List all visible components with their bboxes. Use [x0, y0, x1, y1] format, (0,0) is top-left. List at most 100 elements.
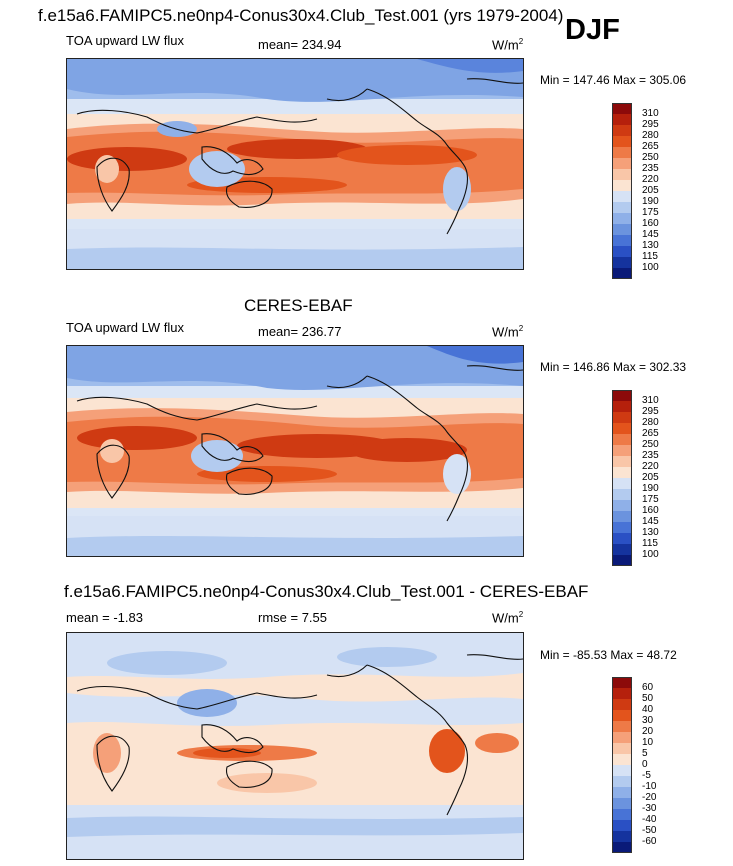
colorbar-tick-label: 235 [642, 450, 659, 461]
colorbar-tick-label: 145 [642, 516, 659, 527]
colorbar-swatch [612, 180, 632, 191]
panel2-variable: TOA upward LW flux [66, 320, 185, 335]
colorbar-tick-label: 40 [642, 704, 654, 715]
colorbar-swatch [612, 423, 632, 434]
colorbar-tick-label: -30 [642, 803, 657, 814]
colorbar-tick-label: 115 [642, 538, 658, 549]
colorbar-swatch [612, 147, 632, 158]
colorbar-swatch [612, 809, 632, 820]
panel3-map-svg [67, 633, 523, 859]
colorbar-swatch [612, 754, 632, 765]
colorbar-tick-label: 145 [642, 229, 659, 240]
colorbar-tick-label: 50 [642, 693, 654, 704]
panel1-variable: TOA upward LW flux [66, 33, 185, 48]
colorbar-swatch [612, 787, 632, 798]
colorbar-swatch [612, 710, 632, 721]
colorbar-tick-label: 205 [642, 185, 659, 196]
colorbar-tick-label: 190 [642, 196, 659, 207]
colorbar-swatch [612, 467, 632, 478]
panel1-map [66, 58, 524, 270]
colorbar-tick-label: 100 [642, 262, 659, 273]
colorbar-tick-label: 20 [642, 726, 654, 737]
colorbar-tick-label: 220 [642, 174, 659, 185]
colorbar-swatch [612, 213, 632, 224]
colorbar-tick-label: -40 [642, 814, 657, 825]
colorbar-tick-label: 280 [642, 417, 659, 428]
colorbar-tick-label: 295 [642, 406, 659, 417]
colorbar-swatch [612, 842, 632, 853]
colorbar-swatch [612, 158, 632, 169]
colorbar-swatch [612, 798, 632, 809]
colorbar-tick-label: 5 [642, 748, 648, 759]
colorbar-tick-label: 30 [642, 715, 654, 726]
colorbar-tick-label: 10 [642, 737, 654, 748]
colorbar-tick-label: -10 [642, 781, 657, 792]
panel2-title: CERES-EBAF [244, 296, 353, 315]
panel3-rmse: rmse = 7.55 [258, 610, 328, 625]
colorbar-swatch [612, 765, 632, 776]
colorbar-tick-label: 250 [642, 439, 659, 450]
colorbar-swatch [612, 831, 632, 842]
colorbar-swatch [612, 511, 632, 522]
colorbar-swatch [612, 412, 632, 423]
colorbar-swatch [612, 544, 632, 555]
colorbar-swatch [612, 555, 632, 566]
colorbar-swatch [612, 500, 632, 511]
colorbar-swatch [612, 732, 632, 743]
colorbar-tick-label: 295 [642, 119, 659, 130]
colorbar-tick-label: 130 [642, 240, 659, 251]
colorbar-swatch [612, 390, 632, 401]
panel1-units: W/m2 [492, 37, 524, 53]
colorbar-swatch [612, 478, 632, 489]
panel3-minmax: Min = -85.53 Max = 48.72 [540, 648, 677, 662]
colorbar-tick-label: 160 [642, 505, 659, 516]
colorbar-swatch [612, 445, 632, 456]
colorbar-tick-label: 175 [642, 207, 659, 218]
panel3-title: f.e15a6.FAMIPC5.ne0np4-Conus30x4.Club_Te… [64, 582, 589, 601]
colorbar-swatch [612, 224, 632, 235]
colorbar-tick-label: 160 [642, 218, 659, 229]
colorbar-swatch [612, 533, 632, 544]
panel2-mean: mean= 236.77 [258, 324, 342, 339]
colorbar-tick-label: 310 [642, 108, 659, 119]
colorbar-swatch [612, 268, 632, 279]
colorbar-swatch [612, 136, 632, 147]
colorbar-tick-label: -5 [642, 770, 651, 781]
panel1-mean: mean= 234.94 [258, 37, 342, 52]
panel2-minmax: Min = 146.86 Max = 302.33 [540, 360, 687, 374]
colorbar-swatch [612, 257, 632, 268]
season-label: DJF [565, 14, 620, 46]
colorbar-tick-label: -60 [642, 836, 657, 847]
colorbar-tick-label: 60 [642, 682, 654, 693]
colorbar-swatch [612, 688, 632, 699]
colorbar-swatch [612, 776, 632, 787]
colorbar-swatch [612, 489, 632, 500]
colorbar-swatch [612, 677, 632, 688]
colorbar-tick-label: 280 [642, 130, 659, 141]
colorbar-tick-label: 175 [642, 494, 659, 505]
panel1-minmax: Min = 147.46 Max = 305.06 [540, 73, 687, 87]
panel3-units: W/m2 [492, 610, 524, 626]
panel2-map-svg [67, 346, 523, 556]
colorbar-swatch [612, 103, 632, 114]
colorbar-tick-label: -20 [642, 792, 657, 803]
panel2-map [66, 345, 524, 557]
colorbar-swatch [612, 246, 632, 257]
colorbar-swatch [612, 191, 632, 202]
colorbar-tick-label: 100 [642, 549, 659, 560]
colorbar-tick-label: 190 [642, 483, 659, 494]
colorbar-swatch [612, 169, 632, 180]
colorbar-swatch [612, 743, 632, 754]
colorbar-swatch [612, 114, 632, 125]
colorbar-tick-label: 130 [642, 527, 659, 538]
page-title: f.e15a6.FAMIPC5.ne0np4-Conus30x4.Club_Te… [38, 6, 564, 25]
colorbar-tick-label: 205 [642, 472, 659, 483]
panel3-mean: mean = -1.83 [66, 610, 143, 625]
colorbar-swatch [612, 202, 632, 213]
colorbar-swatch [612, 522, 632, 533]
colorbar-tick-label: 310 [642, 395, 659, 406]
panel3-map [66, 632, 524, 860]
colorbar-tick-label: 220 [642, 461, 659, 472]
colorbar-tick-label: 265 [642, 428, 659, 439]
colorbar-swatch [612, 125, 632, 136]
